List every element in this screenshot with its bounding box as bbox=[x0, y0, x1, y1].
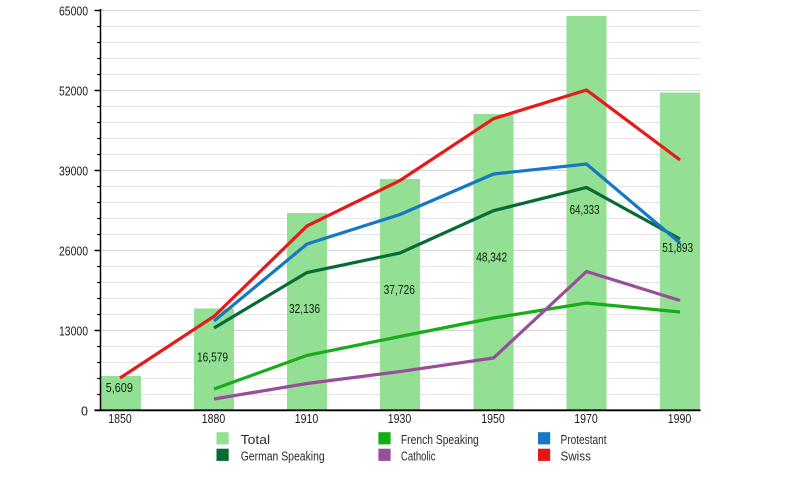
svg-text:Swiss: Swiss bbox=[561, 449, 592, 464]
svg-text:51,893: 51,893 bbox=[662, 240, 693, 255]
svg-text:1850: 1850 bbox=[108, 412, 132, 426]
svg-text:13000: 13000 bbox=[59, 324, 88, 338]
svg-text:1990: 1990 bbox=[668, 412, 692, 426]
svg-text:1970: 1970 bbox=[574, 412, 598, 426]
svg-text:0: 0 bbox=[81, 404, 88, 418]
svg-text:Total: Total bbox=[241, 432, 271, 447]
svg-text:65000: 65000 bbox=[59, 4, 88, 18]
svg-text:48,342: 48,342 bbox=[476, 250, 507, 265]
svg-text:1930: 1930 bbox=[388, 412, 412, 426]
svg-text:5,609: 5,609 bbox=[106, 380, 133, 395]
svg-text:39000: 39000 bbox=[59, 164, 88, 178]
svg-text:Catholic: Catholic bbox=[401, 449, 436, 464]
svg-text:37,726: 37,726 bbox=[384, 282, 415, 297]
svg-text:32,136: 32,136 bbox=[289, 301, 320, 316]
svg-text:16,579: 16,579 bbox=[197, 350, 228, 365]
svg-text:Protestant: Protestant bbox=[561, 432, 607, 447]
svg-text:64,333: 64,333 bbox=[570, 202, 600, 217]
svg-text:1910: 1910 bbox=[295, 412, 319, 426]
svg-text:German Speaking: German Speaking bbox=[241, 449, 325, 464]
svg-text:French Speaking: French Speaking bbox=[401, 432, 479, 447]
svg-text:1950: 1950 bbox=[481, 412, 505, 426]
svg-text:26000: 26000 bbox=[59, 244, 88, 258]
svg-text:52000: 52000 bbox=[59, 84, 88, 98]
svg-text:1880: 1880 bbox=[202, 412, 226, 426]
